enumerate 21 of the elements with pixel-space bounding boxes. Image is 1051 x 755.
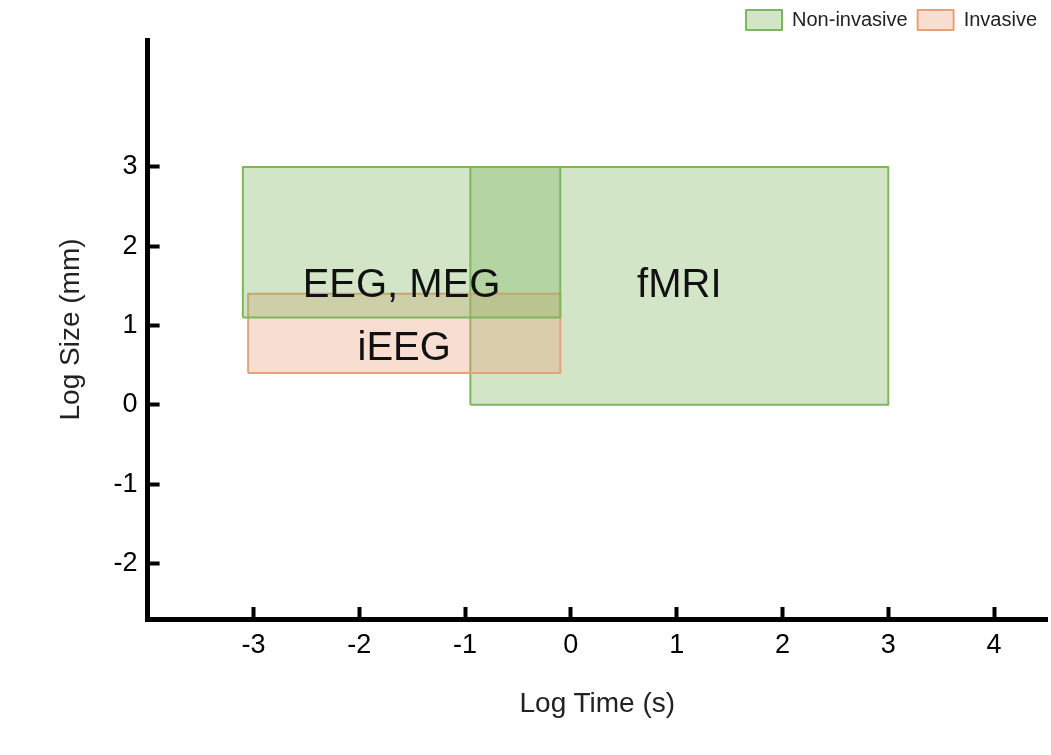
y-tick-label: 2 — [122, 229, 138, 260]
annotation: iEEG — [357, 324, 451, 369]
x-tick-label: -2 — [347, 628, 372, 659]
x-tick-label: 0 — [563, 628, 579, 659]
y-tick-label: -2 — [113, 546, 138, 577]
y-tick-label: 0 — [122, 388, 138, 419]
x-tick-label: 3 — [880, 628, 896, 659]
x-tick-label: 1 — [669, 628, 685, 659]
y-tick-label: 3 — [122, 150, 138, 181]
annotation: EEG, MEG — [302, 260, 501, 305]
legend-label: Invasive — [963, 7, 1038, 30]
x-axis-title: Log Time (s) — [519, 686, 676, 718]
legend-label: Non-invasive — [792, 7, 908, 30]
x-tick-label: 2 — [774, 628, 790, 659]
y-axis-title: Log Size (mm) — [53, 238, 85, 421]
x-tick-label: -3 — [241, 628, 266, 659]
y-tick-label: 1 — [122, 308, 138, 339]
annotation: fMRI — [637, 260, 722, 305]
y-tick-label: -1 — [113, 467, 138, 498]
x-tick-label: -1 — [453, 628, 478, 659]
x-tick-label: 4 — [986, 628, 1002, 659]
